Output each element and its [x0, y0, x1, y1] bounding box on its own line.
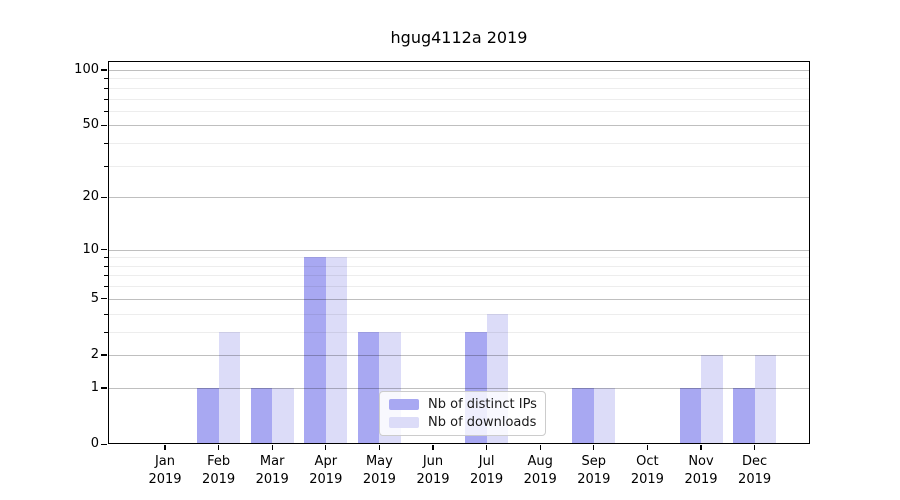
- grid-line-major: [108, 125, 810, 127]
- grid-line-major: [108, 249, 810, 251]
- y-minor-tick-mark: [104, 98, 108, 100]
- grid-line-minor: [108, 165, 810, 167]
- y-tick-mark: [101, 124, 107, 127]
- grid-line-major: [108, 298, 810, 300]
- y-minor-tick-mark: [104, 143, 108, 145]
- x-axis-tick-label: Sep 2019: [577, 454, 611, 487]
- x-tick-mark: [218, 445, 220, 450]
- x-axis-tick-label: Aug 2019: [523, 454, 557, 487]
- bar-feb-distinct-ips: [197, 387, 219, 444]
- grid-line-minor: [108, 331, 810, 333]
- x-axis-tick-label: Nov 2019: [684, 454, 718, 487]
- bar-sep-downloads: [593, 387, 616, 444]
- chart-title: hgug4112a 2019: [390, 28, 528, 47]
- x-tick-mark: [378, 445, 380, 450]
- legend: Nb of distinct IPs Nb of downloads: [379, 391, 546, 436]
- grid-line-major: [108, 354, 810, 356]
- x-tick-mark: [539, 445, 541, 450]
- bar-sep-distinct-ips: [572, 387, 594, 444]
- y-minor-tick-mark: [104, 78, 108, 80]
- y-tick-mark: [101, 354, 107, 356]
- x-axis-tick-label: Oct 2019: [630, 454, 664, 487]
- bar-nov-distinct-ips: [679, 387, 701, 444]
- legend-label: Nb of downloads: [428, 415, 537, 430]
- y-tick-mark: [101, 443, 107, 445]
- grid-line-minor: [108, 286, 810, 288]
- grid-line-major: [108, 387, 810, 389]
- x-tick-mark: [271, 445, 273, 450]
- y-minor-tick-mark: [104, 165, 108, 167]
- y-tick-mark: [101, 387, 107, 389]
- x-tick-mark: [432, 445, 434, 450]
- grid-line-minor: [108, 78, 810, 80]
- x-tick-mark: [646, 445, 648, 450]
- x-axis-tick-label: Jul 2019: [470, 454, 504, 487]
- grid-line-minor: [108, 143, 810, 145]
- y-axis-tick-label: 5: [90, 290, 99, 306]
- bar-mar-downloads: [272, 387, 294, 444]
- grid-line-minor: [108, 98, 810, 100]
- plot-frame: [108, 61, 810, 444]
- y-minor-tick-mark: [104, 257, 108, 259]
- x-axis-tick-label: May 2019: [362, 454, 396, 487]
- legend-swatch-downloads: [389, 417, 419, 428]
- bar-feb-downloads: [218, 331, 241, 444]
- y-minor-tick-mark: [104, 286, 108, 288]
- y-axis-tick-label: 100: [74, 61, 99, 77]
- grid-line-minor: [108, 257, 810, 259]
- bar-dec-downloads: [754, 354, 777, 444]
- legend-item: Nb of distinct IPs: [389, 397, 537, 412]
- y-tick-mark: [101, 69, 107, 71]
- y-minor-tick-mark: [104, 331, 108, 333]
- x-axis-tick-label: Apr 2019: [309, 454, 343, 487]
- grid-line-major: [108, 69, 810, 71]
- x-tick-mark: [700, 445, 702, 450]
- y-minor-tick-mark: [104, 87, 108, 89]
- grid-line-major: [108, 197, 810, 199]
- y-minor-tick-mark: [104, 265, 108, 267]
- y-axis-tick-label: 50: [82, 117, 99, 133]
- grid-line-minor: [108, 265, 810, 267]
- x-axis-tick-label: Dec 2019: [738, 454, 772, 487]
- y-axis-tick-label: 1: [90, 379, 99, 395]
- legend-item: Nb of downloads: [389, 415, 537, 430]
- y-minor-tick-mark: [104, 313, 108, 315]
- bar-dec-distinct-ips: [733, 387, 755, 444]
- y-tick-mark: [101, 196, 107, 198]
- x-axis-tick-label: Mar 2019: [255, 454, 289, 487]
- x-tick-mark: [325, 445, 327, 450]
- y-tick-mark: [101, 249, 107, 251]
- bar-nov-downloads: [701, 354, 723, 444]
- y-minor-tick-mark: [104, 275, 108, 277]
- x-axis-tick-label: Jun 2019: [416, 454, 450, 487]
- x-tick-mark: [593, 445, 595, 450]
- legend-swatch-distinct-ips: [389, 399, 419, 410]
- y-tick-mark: [101, 298, 107, 300]
- bar-apr-downloads: [325, 257, 348, 444]
- y-axis-tick-label: 10: [82, 241, 99, 257]
- y-minor-tick-mark: [104, 110, 108, 112]
- x-tick-mark: [754, 445, 756, 450]
- x-tick-mark: [164, 445, 166, 450]
- x-tick-mark: [486, 445, 488, 450]
- grid-line-minor: [108, 87, 810, 89]
- bar-may-distinct-ips: [357, 331, 380, 444]
- grid-line-minor: [108, 313, 810, 315]
- y-axis-tick-label: 20: [82, 189, 99, 205]
- x-axis-tick-label: Jan 2019: [148, 454, 182, 487]
- y-axis-tick-label: 2: [90, 346, 99, 362]
- bar-apr-distinct-ips: [304, 257, 326, 444]
- grid-line-minor: [108, 110, 810, 112]
- grid-line-minor: [108, 275, 810, 277]
- x-axis-tick-label: Feb 2019: [202, 454, 236, 487]
- y-axis-tick-label: 0: [90, 436, 99, 451]
- legend-label: Nb of distinct IPs: [428, 397, 537, 412]
- bar-mar-distinct-ips: [250, 387, 273, 444]
